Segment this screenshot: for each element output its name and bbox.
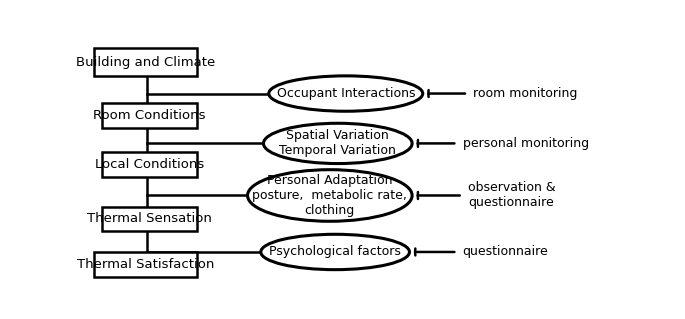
Text: Thermal Satisfaction: Thermal Satisfaction	[77, 258, 214, 271]
Text: Spatial Variation
Temporal Variation: Spatial Variation Temporal Variation	[279, 130, 396, 157]
Text: Psychological factors: Psychological factors	[269, 246, 401, 258]
Text: Building and Climate: Building and Climate	[76, 56, 215, 69]
Ellipse shape	[269, 76, 423, 111]
Text: observation &
questionnaire: observation & questionnaire	[468, 182, 556, 210]
Ellipse shape	[247, 170, 412, 221]
Text: Room Conditions: Room Conditions	[93, 109, 206, 122]
FancyBboxPatch shape	[101, 206, 197, 231]
Text: personal monitoring: personal monitoring	[462, 137, 588, 150]
FancyBboxPatch shape	[101, 152, 197, 177]
Text: Occupant Interactions: Occupant Interactions	[277, 87, 415, 100]
FancyBboxPatch shape	[94, 48, 197, 76]
Text: Personal Adaptation
posture,  metabolic rate,
clothing: Personal Adaptation posture, metabolic r…	[252, 174, 408, 217]
Text: Local Conditions: Local Conditions	[95, 158, 204, 171]
Ellipse shape	[264, 123, 412, 164]
Text: Thermal Sensation: Thermal Sensation	[87, 212, 212, 225]
Text: questionnaire: questionnaire	[462, 246, 548, 258]
FancyBboxPatch shape	[101, 103, 197, 128]
Ellipse shape	[261, 234, 410, 270]
Text: room monitoring: room monitoring	[473, 87, 577, 100]
FancyBboxPatch shape	[94, 252, 197, 277]
